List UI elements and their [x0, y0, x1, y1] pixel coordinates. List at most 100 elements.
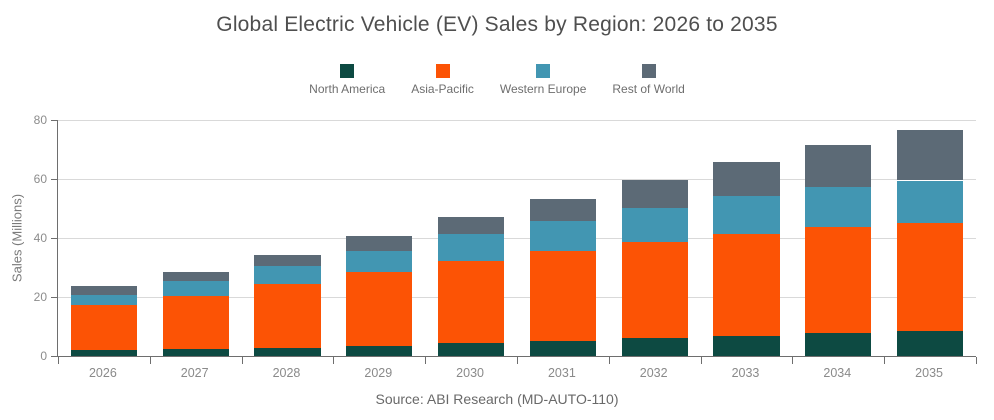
bar-segment-rest-of-world — [529, 198, 596, 221]
y-tick-label: 20 — [33, 290, 47, 304]
gridline — [58, 297, 976, 298]
legend-item-label: Rest of World — [612, 82, 685, 96]
x-tick-label: 2027 — [180, 366, 209, 380]
bar-segment-north-america — [529, 340, 596, 356]
bar-segment-north-america — [805, 333, 872, 356]
bar-segment-asia-pacific — [897, 222, 964, 331]
bar-segment-north-america — [346, 345, 413, 356]
bar-segment-rest-of-world — [713, 161, 780, 197]
bar-segment-western-europe — [805, 187, 872, 227]
y-tick-label: 80 — [33, 113, 47, 127]
bar-2034 — [805, 120, 872, 356]
y-axis-tick — [51, 297, 58, 298]
bar-segment-western-europe — [438, 234, 505, 262]
y-axis-tick — [51, 238, 58, 239]
bar-segment-western-europe — [529, 220, 596, 252]
bar-segment-asia-pacific — [346, 271, 413, 346]
bar-segment-rest-of-world — [438, 217, 505, 235]
x-tick-label: 2031 — [547, 366, 576, 380]
x-axis-labels: 2026 2027 2028 2029 2030 2031 2032 2033 2034 2035 — [57, 366, 975, 382]
bar-segment-western-europe — [713, 196, 780, 234]
bar-segment-western-europe — [897, 180, 964, 223]
bar-segment-western-europe — [70, 295, 137, 306]
legend-item-western-europe[interactable]: Western Europe — [499, 64, 587, 96]
bar-2027 — [162, 120, 229, 356]
bar-segment-asia-pacific — [254, 284, 321, 349]
bar-segment-asia-pacific — [621, 241, 688, 339]
x-tick-label: 2026 — [88, 366, 117, 380]
x-tick-label: 2029 — [364, 366, 393, 380]
x-tick-label: 2034 — [823, 366, 852, 380]
plot-area: 0 20 40 60 80 — [34, 113, 977, 364]
bar-segment-rest-of-world — [897, 130, 964, 181]
bar-segment-north-america — [162, 348, 229, 356]
x-axis-tick — [884, 357, 886, 364]
bar-segment-rest-of-world — [621, 180, 688, 208]
legend-swatch-icon — [641, 64, 656, 78]
bar-segment-asia-pacific — [162, 295, 229, 349]
bar-2026 — [70, 120, 137, 356]
bar-segment-asia-pacific — [713, 233, 780, 336]
x-axis-tick — [792, 357, 794, 364]
x-axis-tick — [425, 357, 427, 364]
bar-segment-north-america — [897, 330, 964, 356]
legend-item-label: North America — [309, 82, 386, 96]
x-tick-label: 2032 — [639, 366, 668, 380]
legend-item-asia-pacific[interactable]: Asia-Pacific — [411, 64, 474, 96]
legend-item-label: Western Europe — [499, 82, 587, 96]
bar-2033 — [713, 120, 780, 356]
legend-swatch-icon — [340, 64, 355, 78]
legend: North America Asia-Pacific Western Europe R… — [0, 64, 994, 96]
y-axis-tick — [51, 356, 58, 357]
bar-segment-asia-pacific — [438, 261, 505, 343]
bar-segment-north-america — [713, 335, 780, 356]
x-axis-tick — [333, 357, 335, 364]
legend-swatch-icon — [435, 64, 450, 78]
bar-2029 — [346, 120, 413, 356]
bar-2035 — [897, 120, 964, 356]
y-tick-label: 60 — [33, 172, 47, 186]
bar-segment-western-europe — [621, 207, 688, 242]
x-axis-tick — [58, 357, 59, 364]
bar-segment-asia-pacific — [529, 251, 596, 341]
x-axis-tick — [241, 357, 243, 364]
bar-segment-western-europe — [346, 251, 413, 272]
x-axis-tick — [976, 357, 977, 364]
bar-segment-north-america — [621, 338, 688, 356]
bar-2032 — [621, 120, 688, 356]
x-tick-label: 2028 — [272, 366, 301, 380]
legend-item-rest-of-world[interactable]: Rest of World — [612, 64, 685, 96]
x-tick-label: 2033 — [731, 366, 760, 380]
bar-segment-rest-of-world — [70, 286, 137, 296]
bar-segment-rest-of-world — [805, 145, 872, 188]
bar-segment-rest-of-world — [162, 271, 229, 281]
legend-item-label: Asia-Pacific — [411, 82, 474, 96]
bar-segment-north-america — [70, 350, 137, 356]
x-axis-tick — [149, 357, 151, 364]
x-tick-label: 2035 — [915, 366, 943, 380]
bar-2030 — [438, 120, 505, 356]
legend-item-north-america[interactable]: North America — [309, 64, 385, 96]
bar-segment-rest-of-world — [346, 235, 413, 251]
bar-segment-asia-pacific — [805, 226, 872, 334]
bar-2031 — [529, 120, 596, 356]
gridline — [58, 120, 976, 121]
source-note: Source: ABI Research (MD-AUTO-110) — [375, 391, 619, 407]
gridline — [58, 179, 976, 180]
x-tick-label: 2030 — [456, 366, 484, 380]
y-axis-tick — [51, 179, 58, 180]
bar-segment-asia-pacific — [70, 305, 137, 351]
y-tick-label: 0 — [40, 349, 47, 363]
x-axis-tick — [517, 357, 518, 364]
x-axis-tick — [608, 357, 610, 364]
x-axis-tick — [700, 357, 702, 364]
bar-segment-western-europe — [162, 280, 229, 296]
bar-2028 — [254, 120, 321, 356]
bar-segment-north-america — [254, 348, 321, 356]
chart-title: Global Electric Vehicle (EV) Sales by Re… — [216, 13, 778, 36]
legend-swatch-icon — [536, 64, 551, 78]
y-tick-label: 40 — [33, 231, 47, 245]
bar-segment-rest-of-world — [254, 255, 321, 267]
bar-segment-north-america — [438, 342, 505, 356]
